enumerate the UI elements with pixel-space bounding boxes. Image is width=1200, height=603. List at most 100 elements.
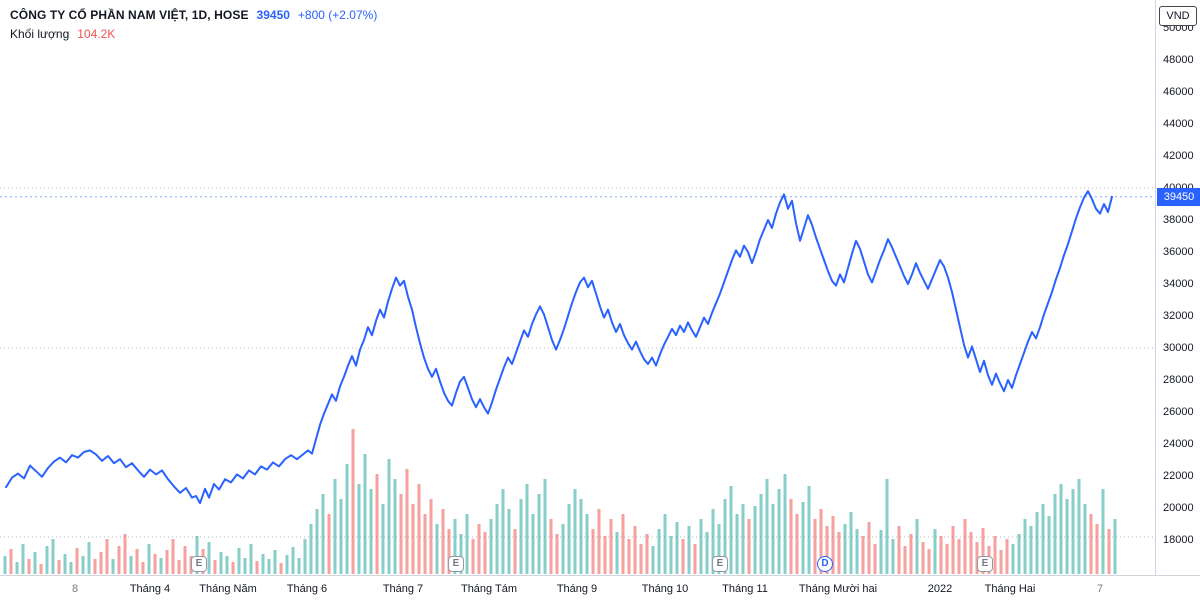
volume-bar bbox=[303, 539, 307, 574]
volume-bar bbox=[771, 504, 775, 574]
volume-bar bbox=[471, 539, 475, 574]
volume-bar bbox=[381, 504, 385, 574]
symbol-row: CÔNG TY CỔ PHẦN NAM VIỆT, 1D, HOSE 39450… bbox=[10, 8, 377, 27]
volume-bar bbox=[39, 564, 43, 574]
volume-bar bbox=[675, 522, 679, 574]
price-axis-label: 42000 bbox=[1163, 150, 1194, 162]
price-axis-label: 28000 bbox=[1163, 374, 1194, 386]
earnings-marker-icon[interactable]: E bbox=[977, 556, 993, 572]
volume-bar bbox=[99, 552, 103, 574]
volume-bar bbox=[393, 479, 397, 574]
volume-bar bbox=[111, 559, 115, 574]
volume-bar bbox=[1035, 512, 1039, 574]
chart-legend: CÔNG TY CỔ PHẦN NAM VIỆT, 1D, HOSE 39450… bbox=[10, 8, 377, 46]
volume-bar bbox=[357, 484, 361, 574]
volume-bar bbox=[843, 524, 847, 574]
dividend-marker-icon[interactable]: D bbox=[817, 556, 833, 572]
volume-bar bbox=[309, 524, 313, 574]
volume-bar bbox=[999, 550, 1003, 574]
volume-bar bbox=[345, 464, 349, 574]
volume-bar bbox=[1113, 519, 1117, 574]
volume-bar bbox=[81, 556, 85, 574]
volume-bar bbox=[1029, 526, 1033, 574]
volume-bar bbox=[153, 554, 157, 574]
volume-bar bbox=[879, 530, 883, 574]
volume-bar bbox=[921, 542, 925, 574]
volume-bar bbox=[555, 534, 559, 574]
time-axis-label: 2022 bbox=[927, 583, 953, 595]
price-axis-label: 26000 bbox=[1163, 406, 1194, 418]
price-axis-label: 22000 bbox=[1163, 470, 1194, 482]
time-axis-label: Tháng 7 bbox=[382, 583, 424, 595]
volume-bar bbox=[567, 504, 571, 574]
volume-bar bbox=[495, 504, 499, 574]
volume-label[interactable]: Khối lượng bbox=[10, 27, 70, 41]
volume-bar bbox=[45, 546, 49, 574]
volume-bar bbox=[165, 550, 169, 574]
time-axis[interactable]: 8 Tháng 4 Tháng Năm Tháng 6 Tháng 7 Tháng Tám… bbox=[0, 575, 1200, 603]
volume-bar bbox=[945, 544, 949, 574]
volume-bar bbox=[651, 546, 655, 574]
volume-bar bbox=[813, 519, 817, 574]
volume-bar bbox=[285, 555, 289, 574]
volume-bar bbox=[69, 562, 73, 574]
volume-bar bbox=[711, 509, 715, 574]
earnings-marker-icon[interactable]: E bbox=[448, 556, 464, 572]
volume-bar bbox=[1071, 489, 1075, 574]
volume-bar bbox=[957, 539, 961, 574]
volume-bar bbox=[543, 479, 547, 574]
volume-bar bbox=[177, 560, 181, 574]
volume-bar bbox=[1059, 484, 1063, 574]
volume-bar bbox=[645, 534, 649, 574]
volume-bar bbox=[609, 519, 613, 574]
price-axis[interactable]: VND 39450 500004800046000440004200040000… bbox=[1155, 0, 1200, 575]
volume-bar bbox=[735, 514, 739, 574]
volume-bar bbox=[225, 556, 229, 574]
volume-bar bbox=[765, 479, 769, 574]
volume-bar bbox=[195, 536, 199, 574]
volume-bar bbox=[963, 519, 967, 574]
volume-bar bbox=[237, 548, 241, 574]
volume-bar bbox=[939, 536, 943, 574]
volume-bar bbox=[897, 526, 901, 574]
price-chart-canvas[interactable] bbox=[0, 0, 1155, 575]
volume-bar bbox=[699, 519, 703, 574]
volume-bar bbox=[849, 512, 853, 574]
volume-bar bbox=[87, 542, 91, 574]
time-axis-label: 8 bbox=[71, 583, 79, 595]
price-axis-label: 24000 bbox=[1163, 438, 1194, 450]
volume-bar bbox=[1101, 489, 1105, 574]
volume-bar bbox=[1005, 539, 1009, 574]
volume-bar bbox=[297, 558, 301, 574]
symbol-title[interactable]: CÔNG TY CỔ PHẦN NAM VIỆT, 1D, HOSE bbox=[10, 8, 249, 22]
volume-bar bbox=[33, 552, 37, 574]
volume-bar bbox=[681, 539, 685, 574]
price-axis-label: 48000 bbox=[1163, 54, 1194, 66]
volume-bar bbox=[1053, 494, 1057, 574]
volume-bar bbox=[351, 429, 355, 574]
volume-bar bbox=[489, 519, 493, 574]
volume-bar bbox=[537, 494, 541, 574]
time-axis-label: Tháng 9 bbox=[556, 583, 598, 595]
volume-bar bbox=[579, 499, 583, 574]
volume-bar bbox=[219, 552, 223, 574]
volume-bar bbox=[531, 514, 535, 574]
volume-bar bbox=[405, 469, 409, 574]
volume-bar bbox=[873, 544, 877, 574]
volume-bar bbox=[291, 547, 295, 574]
price-axis-label: 36000 bbox=[1163, 246, 1194, 258]
volume-bar bbox=[885, 479, 889, 574]
volume-bar bbox=[693, 544, 697, 574]
price-axis-label: 18000 bbox=[1163, 534, 1194, 546]
currency-button[interactable]: VND bbox=[1159, 6, 1197, 26]
volume-bar bbox=[807, 486, 811, 574]
volume-bar bbox=[789, 499, 793, 574]
volume-bar bbox=[801, 502, 805, 574]
volume-bar bbox=[213, 560, 217, 574]
volume-bar bbox=[933, 529, 937, 574]
earnings-marker-icon[interactable]: E bbox=[712, 556, 728, 572]
earnings-marker-icon[interactable]: E bbox=[191, 556, 207, 572]
volume-bar bbox=[477, 524, 481, 574]
volume-bar bbox=[321, 494, 325, 574]
volume-bar bbox=[141, 562, 145, 574]
